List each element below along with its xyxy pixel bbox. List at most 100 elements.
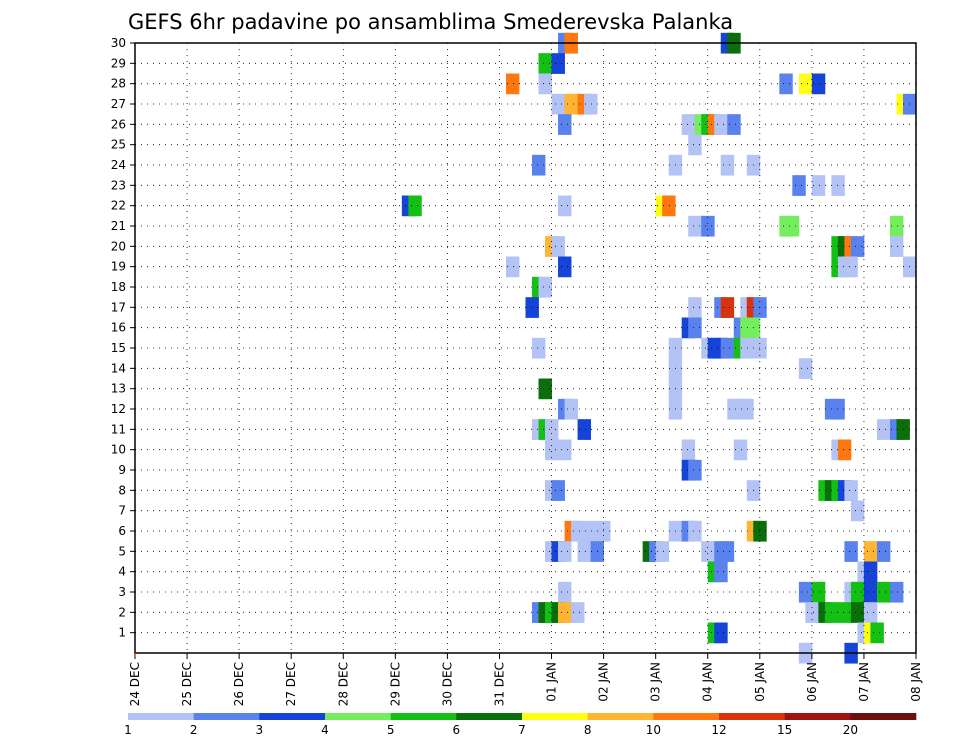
heatmap-cell [720,541,735,562]
y-tick-label: 14 [111,361,126,375]
x-tick-label: 27 DEC [284,662,298,706]
heatmap-cell [720,337,735,359]
heatmap-cell [850,500,865,522]
y-tick-label: 23 [111,178,126,192]
y-tick-label: 28 [111,77,126,91]
heatmap-cell [844,480,858,501]
y-tick-label: 20 [111,239,126,253]
heatmap-cell [798,73,813,95]
heatmap-cell [688,459,702,481]
heatmap-cell [714,561,728,583]
y-tick-label: 10 [111,443,126,457]
legend-label: 7 [518,723,526,737]
heatmap-cell [876,581,891,603]
legend-label: 1 [124,723,132,737]
heatmap-cell [558,541,572,562]
y-tick-label: 11 [111,422,126,436]
heatmap-cell [538,276,552,298]
y-tick-label: 3 [118,585,126,599]
heatmap-cell [850,602,865,623]
y-tick-label: 29 [111,56,126,70]
y-tick-label: 16 [111,321,126,335]
chart-title: GEFS 6hr padavine po ansamblima Smederev… [128,10,733,34]
heatmap-cell [889,236,904,257]
color-legend: 1 2 3 4 5 6 7 8 10 12 15 20 [124,713,917,737]
heatmap-cell [538,73,552,95]
heatmap-cell [740,337,754,359]
heatmap-cell [571,520,585,542]
heatmap-cell [889,215,904,237]
heatmap-cell [837,602,852,623]
legend-label: 12 [711,723,726,737]
y-tick-label: 13 [111,382,126,396]
legend-swatch [850,713,917,720]
x-tick-label: 04 JAN [701,662,715,702]
x-tick-label: 02 JAN [597,662,611,702]
y-tick-label: 6 [118,524,126,538]
heatmap-cell [551,93,565,115]
legend-swatch [456,713,523,720]
legend-swatch [325,713,391,720]
heatmap-cell [538,378,552,400]
heatmap-cell [564,93,578,115]
x-tick-label: 07 JAN [857,662,871,702]
heatmap-cells [401,32,917,664]
x-tick-label: 31 DEC [493,662,507,706]
heatmap-cell [662,195,676,217]
heatmap-cell [545,439,559,461]
y-tick-label: 22 [111,199,126,213]
legend-label: 6 [453,723,461,737]
legend-label: 4 [321,723,329,737]
legend-label: 3 [256,723,264,737]
heatmap-cell [564,398,578,420]
heatmap-cell [577,419,591,440]
x-tick-label: 25 DEC [180,662,194,706]
x-tick-label: 06 JAN [805,662,819,702]
legend-swatch [390,713,457,720]
heatmap-cell [532,154,546,176]
heatmap-cell [740,398,754,420]
y-tick-label: 30 [111,36,126,50]
y-tick-label: 18 [111,280,126,294]
x-axis: 24 DEC 25 DEC 26 DEC 27 DEC 28 DEC 29 DEC 30 D… [128,653,923,706]
y-axis: 1234567891011121314151617181920212223242… [111,36,135,640]
heatmap-cell [558,439,572,461]
heatmap-cell [792,175,806,196]
heatmap-cell [577,541,591,562]
heatmap-cell [863,581,878,603]
heatmap-cell [889,581,904,603]
legend-swatch [522,713,588,720]
y-tick-label: 7 [118,504,126,518]
legend-swatch [784,713,851,720]
heatmap-cell [505,256,520,278]
heatmap-cell [688,520,702,542]
heatmap-cell [714,622,728,644]
heatmap-cell [558,256,572,278]
heatmap-cell [558,195,572,217]
heatmap-cell [837,439,852,461]
heatmap-cell [681,439,696,461]
y-tick-label: 9 [118,463,126,477]
heatmap-cell [558,602,572,623]
heatmap-cell [785,215,800,237]
heatmap-cell [551,236,565,257]
heatmap-cell [831,398,845,420]
heatmap-cell [850,236,865,257]
x-tick-label: 26 DEC [232,662,246,706]
y-tick-label: 24 [111,158,126,172]
heatmap-cell [538,53,552,74]
heatmap-cell [727,114,741,135]
legend-label: 10 [646,723,661,737]
heatmap-cell [863,561,878,583]
x-tick-label: 30 DEC [440,662,454,706]
y-tick-label: 17 [111,300,126,314]
y-tick-label: 26 [111,117,126,131]
heatmap-cell [505,73,520,95]
heatmap-cell [584,93,598,115]
heatmap-cell [532,337,546,359]
heatmap-cell [571,602,585,623]
legend-label: 5 [387,723,395,737]
y-tick-label: 15 [111,341,126,355]
legend-swatch [653,713,720,720]
legend-label: 8 [584,723,592,737]
